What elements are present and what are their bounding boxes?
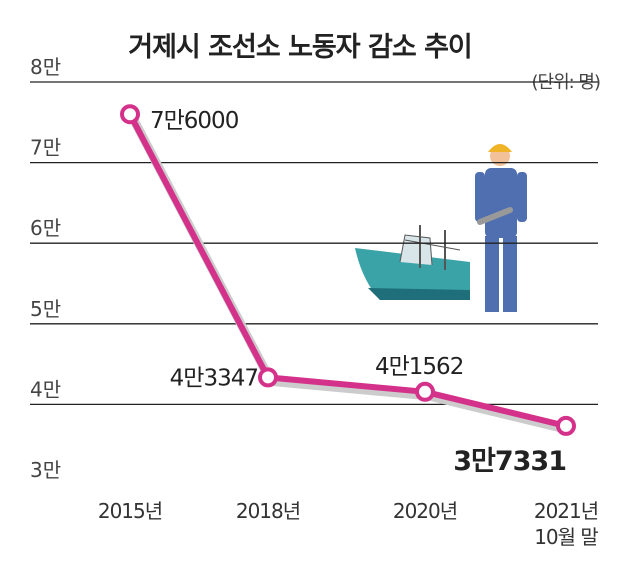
y-tick-label: 8만: [30, 55, 61, 79]
point: [556, 415, 576, 436]
data-label: 7만6000: [150, 108, 239, 134]
data-label: 4만3347: [170, 365, 258, 391]
point: [120, 104, 140, 125]
line: [127, 112, 567, 429]
data-label: 3만7331: [453, 446, 566, 477]
x-tick-label: 2018년: [235, 499, 301, 523]
y-tick-label: 6만: [30, 216, 61, 240]
point: [258, 367, 278, 388]
data-label: 4만1562: [375, 354, 463, 380]
y-tick-label: 7만: [30, 136, 61, 160]
y-tick-label: 4만: [30, 377, 61, 401]
chart-title: 거제시 조선소 노동자 감소 추이: [128, 32, 472, 63]
x-tick-label: 2021년 10월 말: [533, 499, 599, 549]
y-tick-label: 5만: [30, 297, 61, 321]
x-tick-label: 2020년: [392, 499, 458, 523]
illustration: [355, 144, 527, 312]
y-tick-label: 3만: [30, 458, 61, 482]
x-tick-label: 2015년: [97, 499, 163, 523]
point: [415, 381, 435, 402]
